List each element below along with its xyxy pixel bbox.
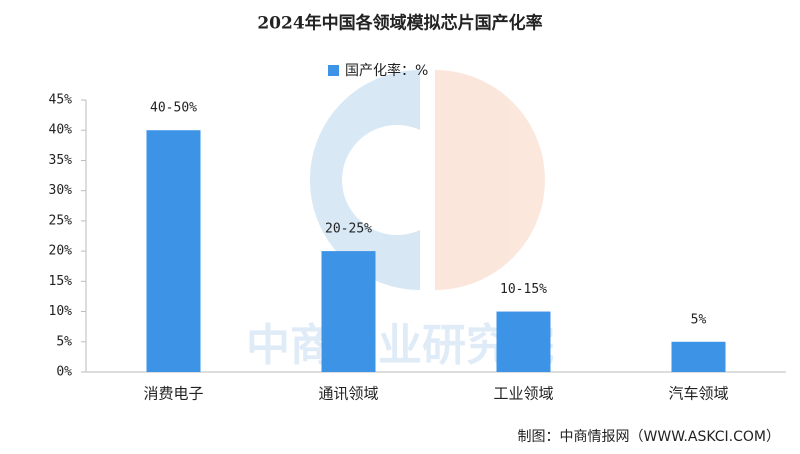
y-tick-label: 40% bbox=[49, 123, 73, 138]
value-label: 20-25% bbox=[325, 222, 372, 237]
y-tick-label: 45% bbox=[49, 93, 73, 108]
logo-left bbox=[309, 69, 420, 290]
bar bbox=[671, 341, 726, 372]
y-tick-label: 0% bbox=[56, 365, 72, 380]
chart-title: 2024年中国各领域模拟芯片国产化率 bbox=[257, 13, 542, 34]
y-tick-label: 25% bbox=[49, 213, 73, 228]
bar bbox=[321, 251, 376, 372]
legend-label: 国产化率：% bbox=[345, 62, 428, 79]
y-tick-label: 20% bbox=[49, 244, 73, 259]
watermark-logo bbox=[309, 69, 545, 290]
bar bbox=[496, 311, 551, 372]
y-tick-label: 15% bbox=[49, 274, 73, 289]
y-tick-label: 5% bbox=[56, 334, 72, 349]
legend-swatch bbox=[328, 65, 339, 76]
logo-right bbox=[435, 70, 545, 290]
x-tick-label: 汽车领域 bbox=[668, 385, 728, 403]
y-tick-label: 10% bbox=[49, 304, 73, 319]
x-tick-label: 消费电子 bbox=[143, 385, 203, 403]
value-label: 40-50% bbox=[150, 101, 197, 116]
value-label: 5% bbox=[691, 312, 707, 327]
bar bbox=[146, 130, 201, 372]
y-tick-label: 30% bbox=[49, 183, 73, 198]
source: 制图：中商情报网（WWW.ASKCI.COM） bbox=[518, 429, 780, 445]
value-label: 10-15% bbox=[500, 282, 547, 297]
x-tick-label: 通讯领域 bbox=[318, 385, 378, 403]
y-tick-label: 35% bbox=[49, 153, 73, 168]
x-tick-label: 工业领域 bbox=[493, 385, 553, 403]
